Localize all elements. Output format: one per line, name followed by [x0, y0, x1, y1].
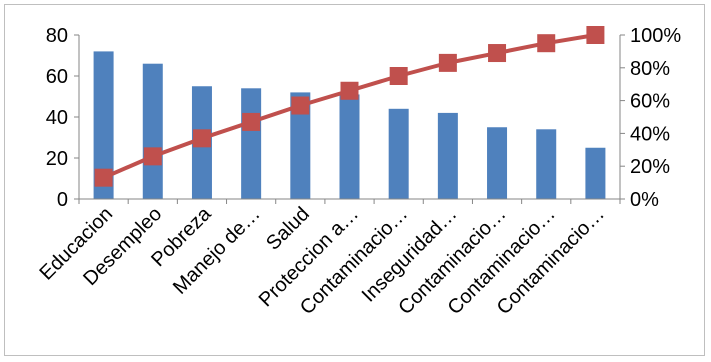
left-tick-label: 40 — [46, 107, 68, 129]
bar — [388, 108, 409, 199]
bar — [536, 129, 557, 199]
line-marker — [242, 112, 261, 131]
line-marker — [340, 81, 359, 100]
left-tick-label: 80 — [46, 25, 68, 47]
right-tick-label: 60% — [630, 91, 670, 113]
bar — [339, 94, 360, 199]
chart-frame: 0 20 40 60 80 0% 20% 40% 60% 80% 100% Educacion De… — [4, 4, 705, 356]
right-tick-label: 20% — [630, 156, 670, 178]
line-series — [94, 26, 605, 187]
right-tick-label: 80% — [630, 58, 670, 80]
right-tick-label: 40% — [630, 123, 670, 145]
right-tick-label: 100% — [630, 25, 681, 47]
bar — [487, 127, 508, 199]
line-marker — [488, 44, 507, 63]
bar — [437, 112, 458, 199]
bar — [93, 51, 114, 200]
left-tick-label: 60 — [46, 66, 68, 88]
line-marker — [143, 147, 162, 166]
pareto-chart: 0 20 40 60 80 0% 20% 40% 60% 80% 100% EducacionDe… — [36, 25, 682, 319]
category-label: Manejo de… — [169, 203, 265, 299]
bar — [142, 63, 163, 200]
line-marker — [291, 96, 310, 115]
bar — [290, 92, 311, 199]
line-marker — [438, 53, 457, 72]
bar — [241, 88, 262, 199]
line-marker — [94, 168, 113, 187]
line-marker — [586, 26, 605, 44]
right-tick-label: 0% — [630, 189, 659, 211]
line-marker — [389, 67, 408, 85]
left-axis: 0 20 40 60 80 — [46, 25, 80, 211]
left-tick-label: 20 — [46, 148, 68, 170]
line-marker — [537, 34, 556, 53]
left-tick-label: 0 — [57, 189, 68, 211]
bar-series — [93, 51, 606, 200]
line-marker — [192, 129, 211, 148]
bar — [585, 147, 606, 199]
right-axis: 0% 20% 40% 60% 80% 100% — [619, 25, 681, 211]
